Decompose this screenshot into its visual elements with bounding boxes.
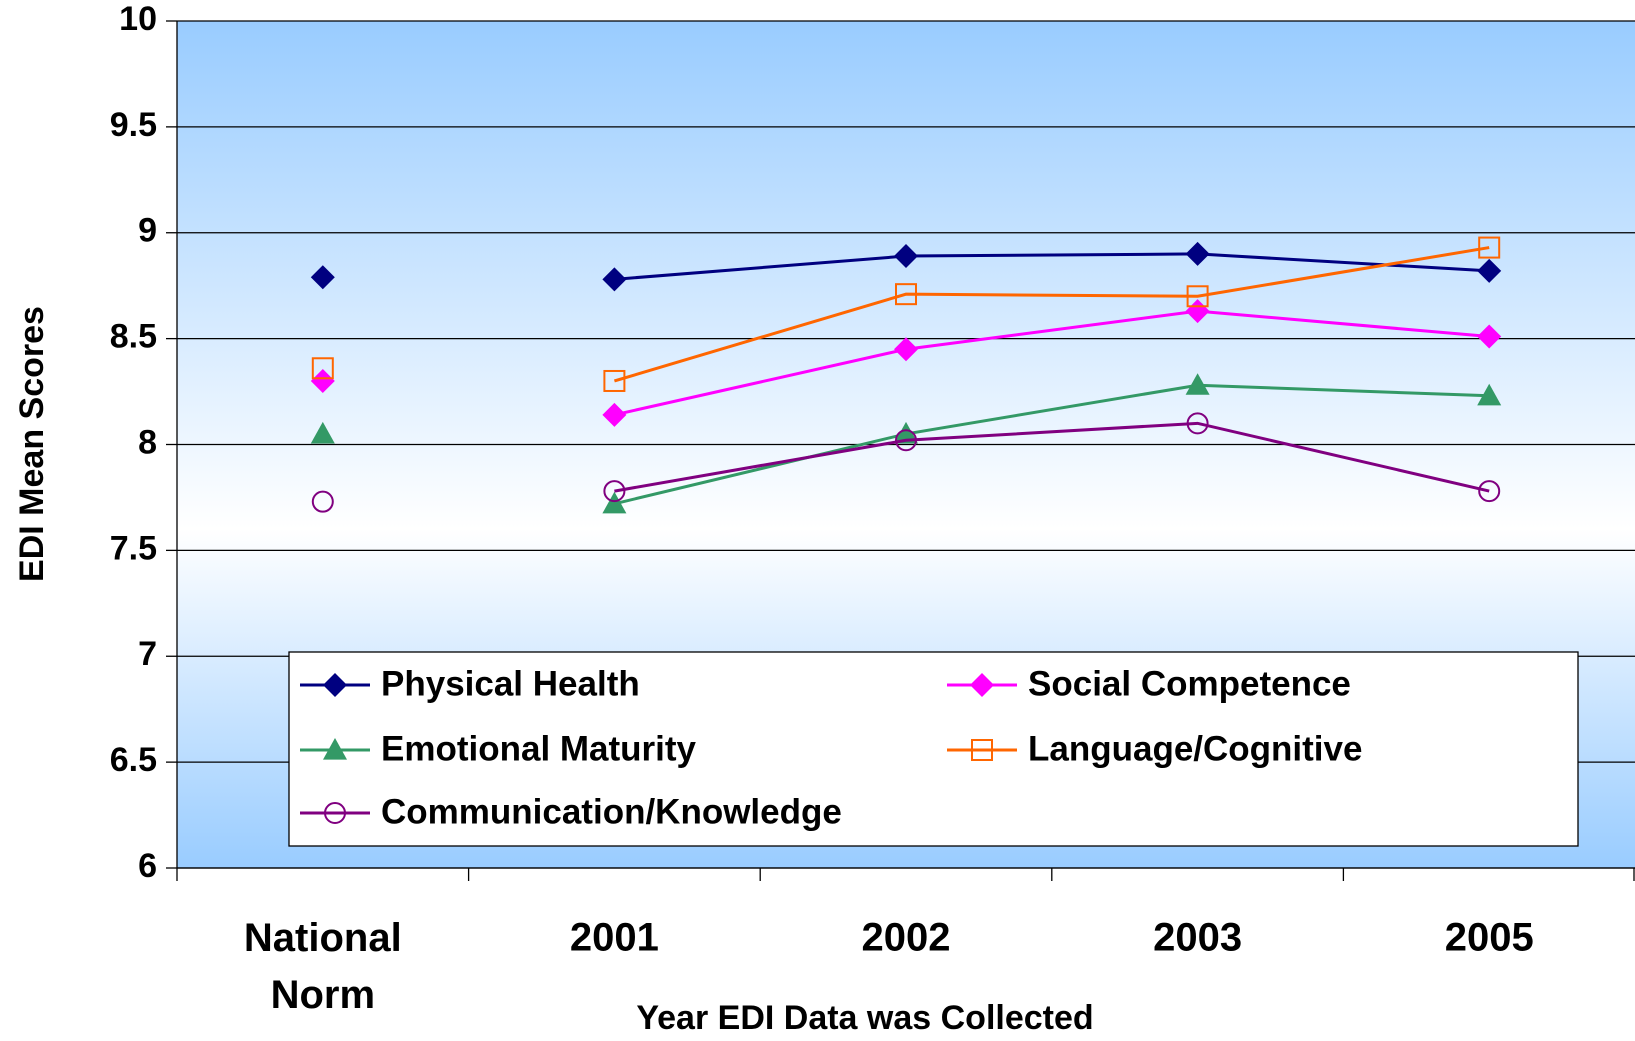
marker: [310, 368, 335, 393]
marker: [971, 739, 993, 761]
marker: [324, 802, 346, 824]
marker: [894, 421, 918, 444]
legend-label: Emotional Maturity: [381, 729, 697, 768]
marker: [1185, 299, 1210, 324]
marker: [895, 429, 917, 452]
x-axis-title: Year EDI Data was Collected: [636, 999, 1093, 1037]
series-line: [613, 246, 1490, 383]
y-tick-label: 9: [138, 212, 157, 250]
marker: [310, 265, 335, 290]
marker: [603, 480, 626, 503]
legend-box: [288, 651, 1579, 847]
marker: [895, 283, 917, 306]
marker: [1185, 373, 1210, 395]
marker: [1478, 480, 1501, 503]
marker: [1186, 412, 1209, 435]
marker: [1186, 285, 1209, 308]
y-tick-label: 9.5: [110, 106, 157, 144]
marker: [602, 402, 627, 427]
marker: [323, 673, 347, 697]
x-tick-label: 2002: [862, 916, 951, 960]
legend-label: Communication/Knowledge: [381, 792, 842, 831]
x-tick-label: 2001: [570, 916, 659, 960]
marker: [894, 337, 918, 362]
x-tick-label: National Norm: [244, 916, 402, 1017]
y-tick-label: 8: [138, 423, 157, 461]
series-line: [614, 309, 1490, 417]
x-tick-label: 2003: [1153, 916, 1242, 960]
legend-label: Physical Health: [381, 664, 640, 703]
legend: Physical Health Social Competence Emotiona…: [288, 651, 1579, 847]
series-line: [614, 383, 1490, 506]
marker: [602, 491, 627, 514]
marker: [311, 490, 334, 513]
series-line: [614, 252, 1490, 281]
y-tick-label: 8.5: [110, 318, 157, 356]
y-tick-label: 6.5: [110, 741, 157, 779]
legend-label: Language/Cognitive: [1028, 729, 1362, 768]
marker: [1477, 383, 1502, 406]
marker: [602, 267, 627, 292]
legend-label: Social Competence: [1028, 664, 1351, 703]
marker: [310, 421, 335, 444]
y-axis-title: EDI Mean Scores: [13, 306, 51, 582]
marker: [323, 738, 347, 760]
marker: [311, 357, 334, 380]
marker: [1477, 258, 1502, 283]
y-tick-label: 7: [138, 635, 157, 673]
x-tick-label: 2005: [1445, 916, 1534, 960]
series-line: [614, 421, 1490, 493]
y-tick-label: 6: [138, 847, 157, 885]
y-tick-label: 10: [119, 0, 157, 38]
marker: [603, 369, 626, 392]
marker: [894, 244, 918, 269]
marker: [1477, 324, 1502, 349]
marker: [1478, 236, 1501, 259]
marker: [970, 673, 994, 697]
y-tick-label: 7.5: [110, 529, 157, 567]
marker: [1185, 241, 1210, 266]
